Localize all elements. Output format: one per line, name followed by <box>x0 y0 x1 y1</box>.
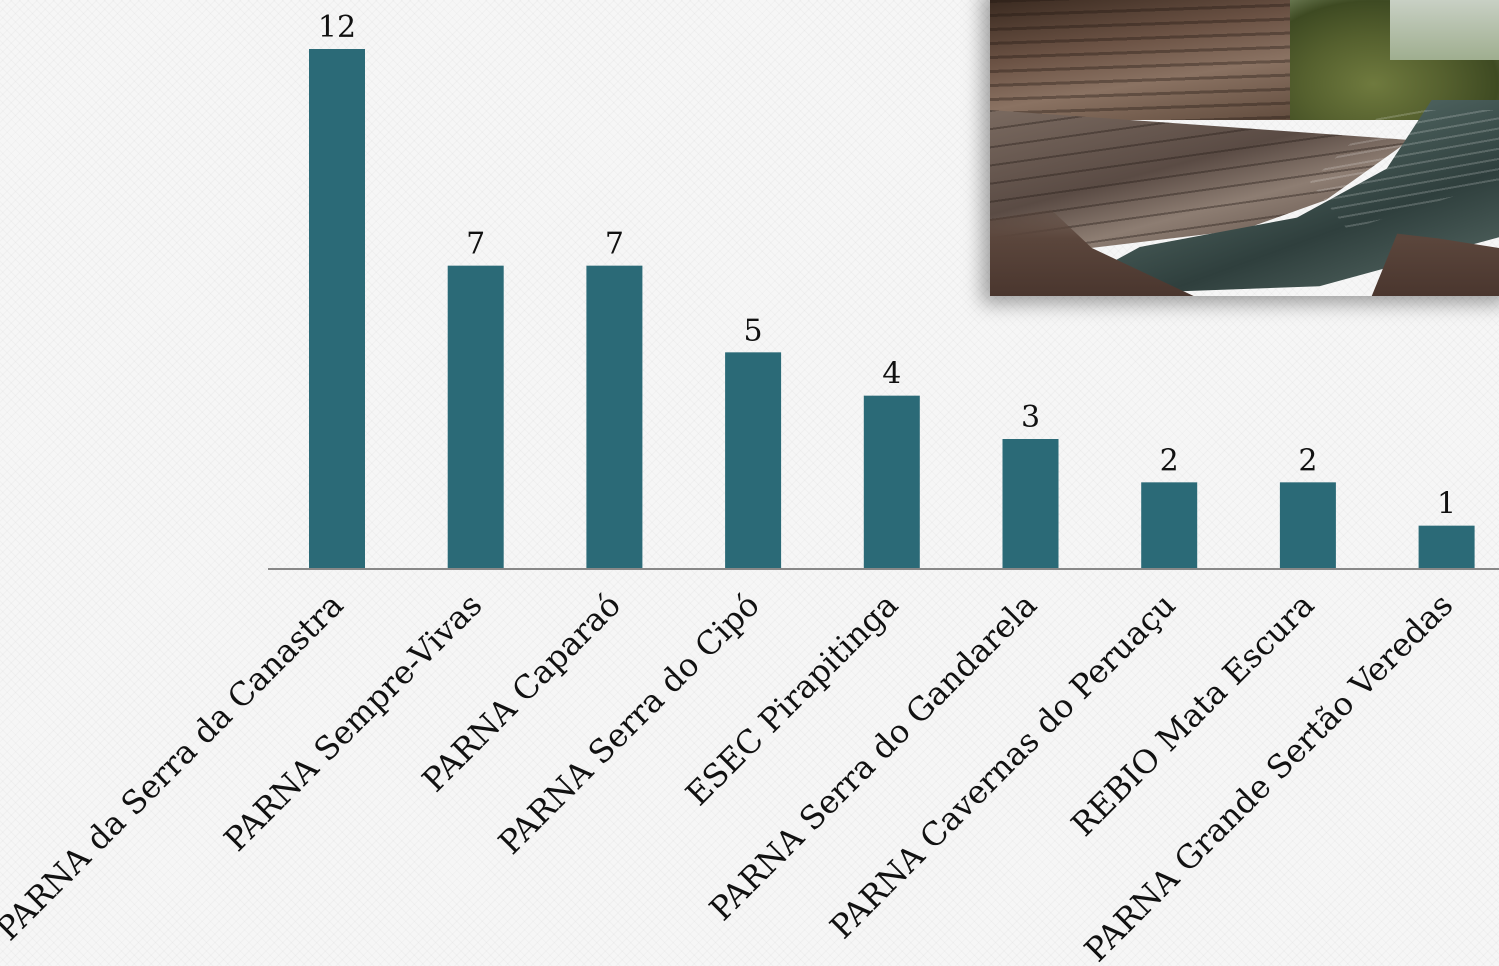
river-rocks-photo <box>990 0 1499 296</box>
value-label-8: 2 <box>1298 443 1317 478</box>
value-label-7: 2 <box>1160 443 1179 478</box>
value-label-6: 3 <box>1021 400 1040 435</box>
bar-2 <box>447 265 504 569</box>
category-label-8: REBIO Mata Escura <box>1064 586 1322 844</box>
value-labels-group: 12 7 7 5 4 3 2 2 1 <box>318 10 1456 522</box>
value-label-2: 7 <box>466 227 485 262</box>
photo-sky <box>1390 0 1499 60</box>
bar-4 <box>725 352 782 569</box>
value-label-4: 5 <box>744 313 763 348</box>
bar-1 <box>309 49 365 569</box>
bar-8 <box>1279 482 1336 569</box>
value-label-3: 7 <box>605 227 624 262</box>
bar-5 <box>863 395 920 569</box>
value-label-9: 1 <box>1437 487 1456 522</box>
category-label-2: PARNA Sempre-Vivas <box>217 586 490 859</box>
bar-3 <box>586 265 643 569</box>
bar-9 <box>1418 525 1475 569</box>
bar-7 <box>1141 482 1198 569</box>
category-label-4: PARNA Serra do Cipó <box>491 586 767 862</box>
bar-6 <box>1002 439 1059 569</box>
value-label-1: 12 <box>318 10 356 45</box>
bars-group <box>309 49 1475 569</box>
value-label-5: 4 <box>882 357 901 392</box>
